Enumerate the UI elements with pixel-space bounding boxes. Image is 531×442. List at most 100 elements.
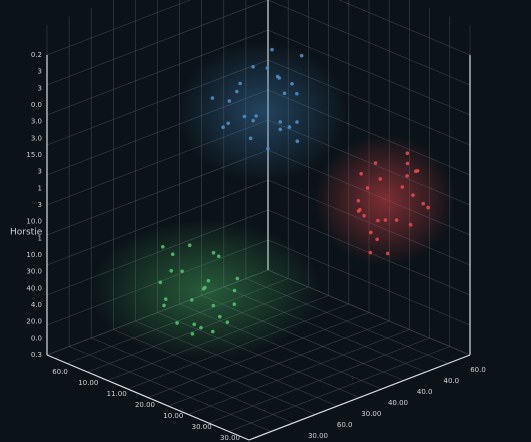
point	[254, 114, 258, 118]
y-axis-title: Horstie	[10, 228, 43, 238]
point	[265, 66, 270, 70]
vertical-tick-label: 1	[38, 234, 42, 242]
point	[400, 185, 405, 189]
point	[278, 120, 283, 124]
point	[210, 96, 215, 100]
vertical-tick-label: 4.0	[31, 301, 42, 309]
grid-line	[46, 29, 269, 116]
cluster-glow	[90, 42, 455, 360]
point	[190, 298, 194, 302]
point	[221, 125, 225, 129]
vertical-tick-label: 20.0	[26, 318, 42, 326]
point	[405, 151, 410, 155]
point	[238, 81, 242, 86]
point	[356, 198, 361, 203]
z-tick-label: 40.0	[417, 388, 433, 396]
vertical-tick-label: 40.0	[26, 284, 42, 292]
x-tick-label: 10.00	[78, 379, 98, 387]
point	[383, 218, 388, 222]
point	[227, 99, 232, 103]
point	[405, 174, 409, 178]
point	[376, 218, 380, 223]
point	[170, 252, 175, 256]
vertical-tick-label: 10.0	[26, 251, 42, 259]
point	[295, 91, 299, 96]
point	[411, 193, 415, 197]
point	[211, 251, 216, 255]
z-tick-label: 60.0	[470, 366, 486, 374]
point	[413, 169, 418, 173]
point	[295, 139, 300, 143]
point	[242, 114, 247, 119]
grid-line	[46, 0, 269, 86]
point	[190, 332, 195, 336]
point	[270, 47, 274, 52]
points	[158, 47, 430, 336]
z-tick-label: 40.00	[388, 399, 408, 407]
point	[282, 91, 287, 96]
point	[217, 314, 222, 319]
grid-line	[188, 329, 410, 415]
grid-line	[228, 346, 450, 432]
vertical-tick-label: 15.0	[26, 151, 42, 159]
point	[369, 230, 373, 235]
point	[169, 269, 174, 273]
point	[201, 286, 206, 291]
point	[299, 53, 304, 58]
z-tick-label: 60.0	[337, 421, 353, 429]
grid-line	[91, 337, 294, 424]
point	[405, 161, 410, 166]
vertical-tick-label: 10.0	[26, 218, 42, 226]
point	[235, 89, 239, 94]
point	[408, 222, 413, 227]
point	[251, 118, 255, 123]
point	[158, 280, 163, 285]
point	[386, 251, 390, 256]
grid-line	[68, 346, 272, 432]
point	[235, 276, 240, 281]
point	[266, 146, 270, 151]
point	[368, 250, 373, 255]
point	[163, 297, 168, 301]
point	[362, 213, 366, 218]
z-tick-label: 40.0	[444, 377, 460, 385]
point	[160, 245, 165, 249]
x-tick-label: 10.00	[163, 412, 183, 420]
point	[232, 302, 237, 307]
point	[365, 186, 370, 190]
x-tick-label: 11.00	[107, 390, 127, 398]
labels: 0.30.020.04.040.030.010.0110.031315.03.0…	[26, 51, 485, 442]
point	[375, 237, 379, 242]
grid-line	[338, 0, 471, 56]
point	[175, 321, 179, 325]
point	[232, 288, 237, 293]
grid-line	[208, 337, 430, 424]
vertical-tick-label: 3	[38, 168, 42, 176]
x-tick-label: 20.00	[135, 401, 155, 409]
point	[199, 325, 203, 330]
vertical-tick-label: 0.0	[31, 101, 42, 109]
grid-line	[46, 0, 191, 56]
point	[251, 65, 255, 69]
point	[187, 243, 192, 247]
point	[287, 125, 292, 129]
vertical-tick-label: 3	[38, 201, 42, 209]
grid-line	[267, 29, 471, 116]
z-tick-label: 30.00	[308, 432, 328, 440]
vertical-tick-label: 0.0	[31, 334, 42, 342]
axis-line	[248, 354, 471, 441]
vertical-tick-label: 1	[38, 184, 42, 192]
x-tick-label: 60.0	[52, 368, 68, 376]
point	[378, 177, 383, 181]
vertical-tick-label: 30.0	[26, 268, 42, 276]
vertical-tick-label: 3.0	[31, 134, 42, 142]
axis-line	[46, 354, 250, 441]
point	[225, 320, 230, 324]
vertical-tick-label: 3	[38, 68, 42, 76]
grid-line	[168, 320, 390, 407]
point	[358, 207, 362, 212]
point	[394, 218, 399, 222]
point	[206, 278, 211, 283]
